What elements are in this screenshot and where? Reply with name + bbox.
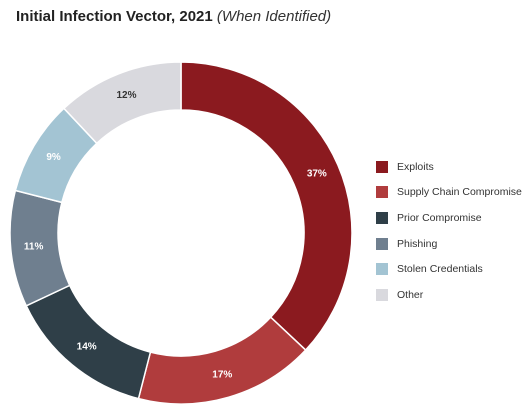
donut-slices: [9, 61, 353, 405]
legend-label-other: Other: [397, 288, 424, 301]
legend-item-exploits: Exploits: [376, 154, 522, 180]
legend-label-supply-chain-compromise: Supply Chain Compromise: [397, 186, 522, 199]
slice-label-exploits: 37%: [307, 169, 327, 180]
donut-labels: 37% 17% 14% 11% 9% 12%: [24, 90, 327, 381]
legend-swatch-supply-chain-compromise: [376, 186, 388, 199]
legend-label-prior-compromise: Prior Compromise: [397, 211, 482, 224]
slice-exploits: [180, 61, 353, 352]
legend-item-supply-chain-compromise: Supply Chain Compromise: [376, 180, 522, 206]
slice-label-prior-compromise: 14%: [77, 342, 97, 353]
legend-label-stolen-credentials: Stolen Credentials: [397, 263, 483, 276]
donut-chart: 37% 17% 14% 11% 9% 12%: [9, 61, 353, 405]
chart-title: Initial Infection Vector, 2021 (When Ide…: [16, 8, 331, 25]
slice-other: [62, 61, 182, 145]
legend-swatch-exploits: [376, 160, 388, 173]
legend-item-phishing: Phishing: [376, 231, 522, 257]
legend-swatch-stolen-credentials: [376, 263, 388, 276]
legend-label-phishing: Phishing: [397, 237, 438, 250]
slice-supply-chain-compromise: [137, 316, 307, 405]
legend-label-exploits: Exploits: [397, 160, 434, 173]
chart-title-text: Initial Infection Vector, 2021: [16, 8, 213, 25]
legend-item-stolen-credentials: Stolen Credentials: [376, 256, 522, 282]
slice-label-stolen-credentials: 9%: [46, 152, 61, 163]
chart-subtitle: (When Identified): [216, 8, 332, 25]
legend-swatch-prior-compromise: [376, 211, 388, 224]
chart-legend: Exploits Supply Chain Compromise Prior Com…: [376, 154, 522, 308]
slice-label-other: 12%: [117, 90, 137, 101]
slice-label-phishing: 11%: [24, 241, 44, 252]
slice-label-supply-chain-compromise: 17%: [212, 370, 232, 381]
legend-swatch-phishing: [376, 237, 388, 250]
legend-item-other: Other: [376, 282, 522, 308]
legend-swatch-other: [376, 288, 388, 301]
legend-item-prior-compromise: Prior Compromise: [376, 205, 522, 231]
